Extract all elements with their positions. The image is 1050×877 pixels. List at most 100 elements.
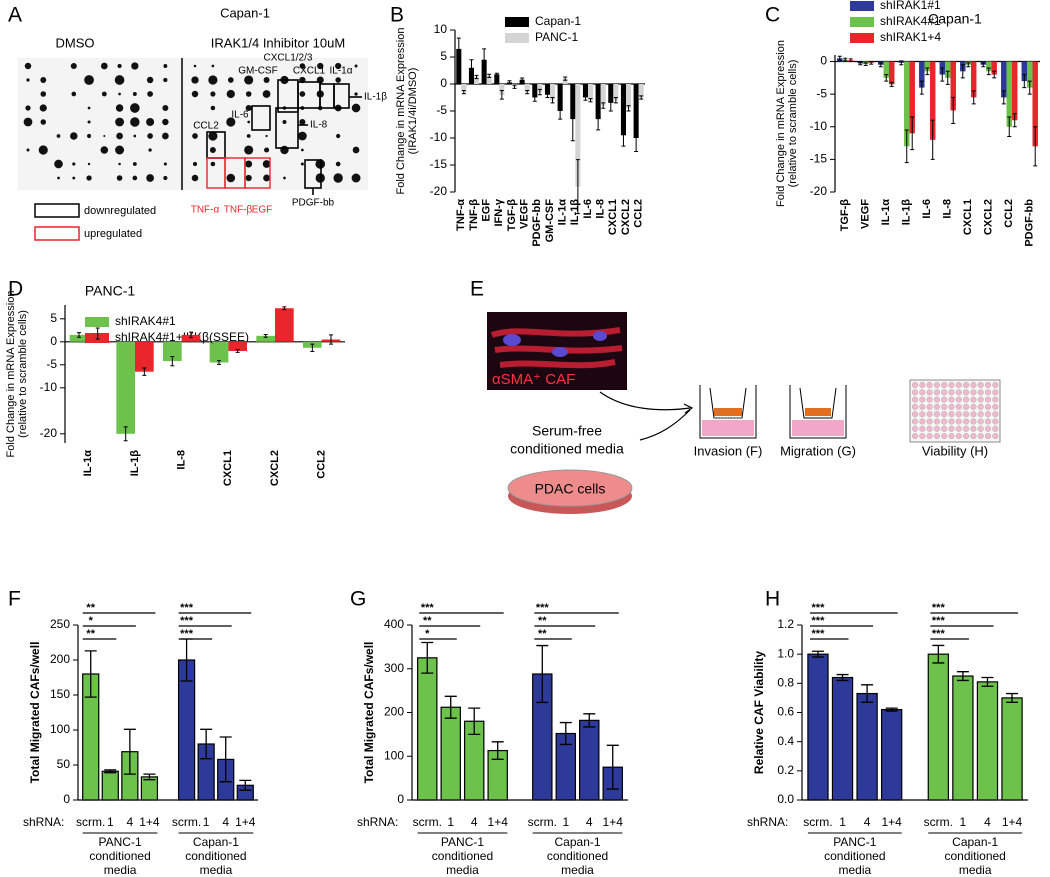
down-boxes	[206, 79, 362, 195]
bar	[633, 84, 639, 138]
error-bar	[1012, 113, 1017, 128]
x-tick-label: PDGF-bb	[1024, 199, 1036, 247]
plate-well	[963, 396, 970, 403]
bar	[461, 84, 467, 93]
arrow	[599, 391, 691, 411]
bar	[888, 61, 895, 85]
blot-spot	[26, 78, 30, 82]
y-tick-label: 400	[384, 617, 404, 631]
error-bar	[310, 343, 315, 352]
error-bar	[461, 89, 466, 95]
blot-spot	[130, 103, 140, 113]
plate-well	[926, 418, 933, 425]
plate-well	[977, 403, 984, 410]
error-bar	[558, 102, 563, 120]
plate-well	[941, 411, 948, 418]
legend-swatch	[505, 33, 529, 43]
error-bar	[837, 55, 842, 61]
blot-spot	[163, 77, 168, 83]
blot-spot	[245, 104, 252, 112]
plate-well	[911, 403, 919, 410]
blot-spot	[301, 148, 304, 152]
media-label: conditioned media	[510, 441, 624, 457]
legend-swatch	[85, 317, 109, 327]
x-tick-label: TNF-α	[455, 199, 467, 231]
bar	[494, 74, 500, 84]
legend-label: PANC-1	[535, 30, 578, 44]
bar	[532, 84, 538, 98]
y-tick-label: -20	[810, 184, 828, 198]
error-bar	[512, 84, 517, 89]
blot-spot	[101, 91, 107, 97]
blot-spot	[193, 64, 197, 68]
blot-spot	[192, 133, 198, 139]
error-bar	[971, 90, 976, 105]
error-bar	[848, 58, 853, 63]
y-tick-label: 0.0	[777, 792, 794, 806]
legend-label: shIRAK4#1	[880, 14, 941, 28]
bar	[613, 84, 619, 101]
plate-well	[948, 403, 955, 410]
bar	[537, 84, 543, 93]
bar	[638, 84, 644, 98]
plate-well	[933, 389, 940, 396]
plate-well	[977, 425, 984, 432]
blot-spot	[70, 132, 78, 140]
plate-well	[911, 425, 919, 432]
y-axis-label: Total Migrated CAFs/well	[28, 642, 42, 784]
y-tick-label: 5	[440, 49, 447, 63]
y-tick-label: -10	[430, 130, 448, 144]
legend-swatch	[850, 1, 874, 11]
plate-well	[948, 389, 955, 396]
blot-spot	[244, 75, 254, 85]
plate-well	[919, 425, 926, 432]
bar	[481, 59, 487, 84]
plate-well	[941, 403, 948, 410]
y-tick-label: -10	[810, 119, 828, 133]
legend-swatch	[850, 17, 874, 27]
plate-well	[984, 418, 992, 425]
error-bar	[608, 94, 613, 112]
error-bar	[84, 650, 97, 698]
nucleus	[503, 334, 521, 346]
blot-spot	[191, 174, 199, 182]
group-label-box: Capan-1 conditioned media	[547, 835, 608, 877]
legend-label: shIRAK1#1	[880, 0, 941, 12]
legend-swatch	[505, 17, 529, 27]
blot-spot	[71, 91, 77, 97]
bar	[626, 84, 632, 109]
blot-spot	[23, 117, 33, 127]
plate-well	[992, 381, 999, 389]
error-bar	[444, 695, 457, 719]
error-bar	[863, 62, 868, 66]
x-tick-label: IL-8	[595, 199, 607, 219]
migration-transwell	[789, 385, 847, 439]
x-tick-label: 1	[562, 815, 569, 829]
bar	[856, 692, 878, 801]
plate-well	[970, 403, 977, 410]
blot-spot	[40, 91, 47, 97]
plate-well	[963, 433, 970, 440]
y-tick-label: -15	[810, 152, 828, 166]
x-tick-label: 1+4	[603, 815, 624, 829]
error-bar	[104, 769, 117, 774]
bar	[1021, 61, 1028, 82]
condition-label: DMSO	[56, 35, 95, 50]
cytokine-label: IL-1β	[364, 92, 387, 103]
x-tick-label: 1	[447, 815, 454, 829]
plate-well	[955, 425, 962, 432]
x-tick-label: 1+4	[1002, 815, 1023, 829]
group-label: PANC-1 conditioned media	[824, 835, 886, 877]
blot-spot	[100, 62, 108, 70]
error-bar	[956, 671, 969, 682]
bar	[557, 84, 563, 111]
error-bar	[1006, 692, 1019, 703]
group-label: PANC-1 conditioned media	[89, 835, 151, 877]
media-label: Serum-free	[532, 423, 602, 439]
error-bar	[601, 102, 606, 109]
y-tick-label: 50	[57, 757, 71, 771]
bar	[486, 75, 492, 84]
bar	[620, 84, 626, 136]
up-boxes	[206, 157, 271, 189]
